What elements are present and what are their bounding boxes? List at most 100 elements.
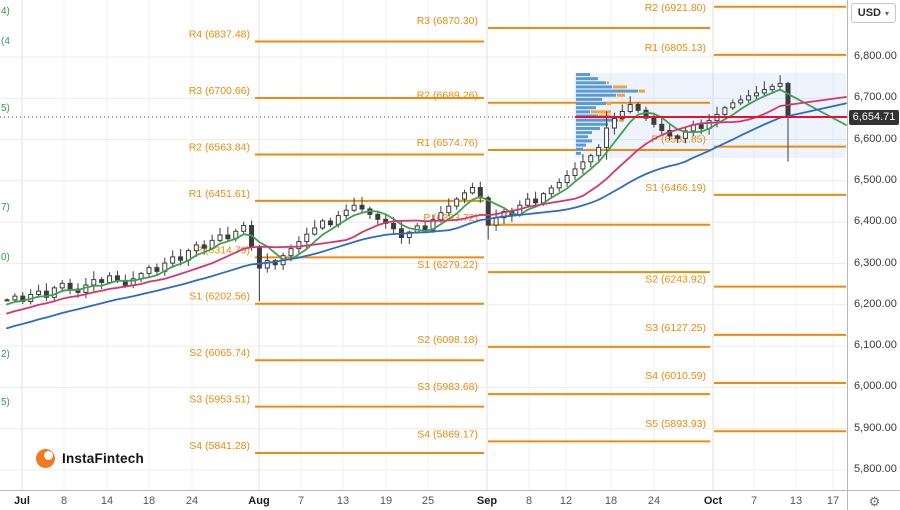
pivot-level-label: S3 (6127.25) <box>645 322 706 334</box>
volume-profile-bar <box>576 110 590 114</box>
candle <box>43 290 49 298</box>
chevron-down-icon: ▾ <box>884 8 889 18</box>
candle <box>769 85 775 91</box>
candle <box>753 92 759 97</box>
price-axis-label: 6,700.00 <box>854 91 897 104</box>
pivot-level-label: S3 (5953.51) <box>189 394 250 406</box>
candle <box>51 287 57 298</box>
candle <box>469 187 475 194</box>
candle <box>564 175 570 184</box>
candle <box>777 82 783 87</box>
candle <box>785 82 791 118</box>
candle <box>738 99 744 104</box>
price-axis-label: 6,200.00 <box>854 297 897 310</box>
candle <box>320 220 326 229</box>
price-axis-label: 6,000.00 <box>854 380 897 393</box>
candle <box>485 197 491 226</box>
time-axis-label: 17 <box>826 495 840 507</box>
volume-profile-accent-bar <box>607 81 609 85</box>
price-axis-label: 5,900.00 <box>854 421 897 434</box>
volume-profile-bar <box>576 131 592 135</box>
candle <box>588 155 594 163</box>
time-axis-label: 24 <box>647 495 661 507</box>
candle <box>59 282 65 289</box>
volume-profile-accent-bar <box>607 102 611 106</box>
candle <box>178 256 184 261</box>
price-axis-label: 6,300.00 <box>854 256 897 269</box>
volume-profile-bar <box>576 147 583 151</box>
candle <box>359 204 365 210</box>
candle <box>67 282 73 290</box>
time-axis-label: 18 <box>604 495 618 507</box>
time-axis-label: Oct <box>703 495 723 507</box>
candle <box>288 248 294 257</box>
candle <box>343 209 349 217</box>
pivot-level-label: R1 (6805.13) <box>645 42 706 54</box>
candle <box>635 103 641 111</box>
candle <box>256 246 262 269</box>
candle <box>391 222 397 230</box>
candle <box>572 168 578 177</box>
volume-profile-bar <box>576 85 612 89</box>
axis-corner: ⚙ <box>847 490 900 510</box>
candle <box>722 107 728 115</box>
volume-profile-accent-bar <box>617 93 625 97</box>
pivot-level-label: S2 (6065.74) <box>189 347 250 359</box>
truncated-level-label: (4 <box>1 36 10 47</box>
candle <box>698 124 704 129</box>
candle <box>201 244 207 249</box>
truncated-level-label: 0) <box>1 252 10 263</box>
pivot-level-label: R3 (6870.30) <box>417 15 478 27</box>
price-axis-label: 6,500.00 <box>854 173 897 186</box>
instafintech-logo-icon <box>36 449 55 468</box>
time-axis[interactable]: Jul 8 14 18 24 Aug 7 13 19 25 Sep 8 12 18 24 Oct 7 13 17 <box>0 490 847 510</box>
candle <box>611 118 617 129</box>
time-axis-label: 19 <box>379 495 393 507</box>
volume-profile-bar <box>576 126 600 130</box>
candle <box>327 220 333 226</box>
candle <box>375 213 381 220</box>
candle <box>107 275 113 283</box>
volume-profile-bar <box>576 93 616 97</box>
time-axis-label: 25 <box>421 495 435 507</box>
pivot-level-label: S2 (6098.18) <box>417 334 478 346</box>
truncated-level-label: 7) <box>1 202 10 213</box>
brand-watermark: InstaFintech <box>36 449 144 468</box>
volume-profile-bar <box>576 139 592 143</box>
candle <box>619 111 625 120</box>
time-axis-label: 24 <box>185 495 199 507</box>
candle <box>4 299 10 302</box>
candle <box>304 233 310 243</box>
pivot-level-label: R2 (6921.80) <box>645 2 706 14</box>
candle <box>651 117 657 125</box>
candle <box>193 244 199 252</box>
pivot-level-label: R2 (6689.26) <box>417 90 478 102</box>
candle <box>99 279 105 283</box>
currency-selector[interactable]: USD ▾ <box>850 3 896 23</box>
brand-name: InstaFintech <box>62 451 144 466</box>
candle <box>659 123 665 132</box>
candle <box>604 127 610 148</box>
candle <box>225 234 231 240</box>
time-axis-label: 8 <box>60 495 68 507</box>
candle <box>675 135 681 139</box>
time-axis-label: 7 <box>297 495 305 507</box>
candle <box>430 219 436 231</box>
candle <box>556 182 562 189</box>
volume-profile-bar <box>576 106 596 110</box>
candle <box>154 267 160 272</box>
price-axis[interactable]: 6,654.71 6,800.00 6,700.00 6,600.00 6,500.0… <box>847 0 900 490</box>
truncated-level-label: 5) <box>1 103 10 114</box>
pivot-level-label: P (6582.85) <box>651 134 706 146</box>
candle <box>477 187 483 199</box>
candle <box>462 192 468 200</box>
ma-mid-line <box>6 96 847 315</box>
candle <box>296 241 302 250</box>
candle <box>596 146 602 157</box>
candle <box>548 187 554 195</box>
settings-icon[interactable]: ⚙ <box>868 493 881 509</box>
candle <box>36 290 42 295</box>
truncated-level-label: 2) <box>1 349 10 360</box>
